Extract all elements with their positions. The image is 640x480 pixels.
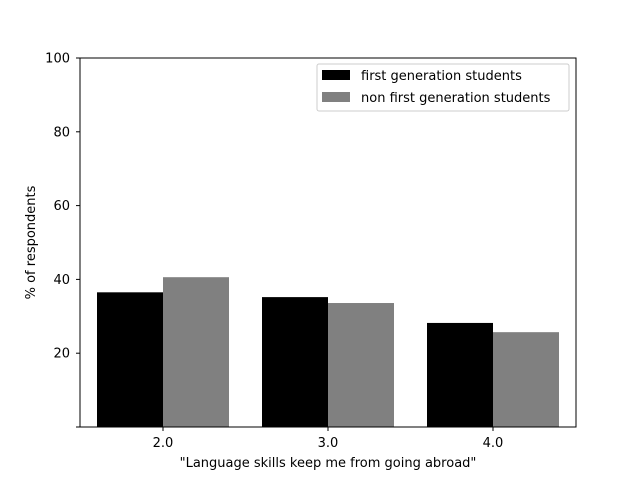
bar-first-generation-3.0 [262,297,328,427]
x-tick-label-4.0: 4.0 [483,436,504,451]
y-axis: 20 40 60 80 100 [45,52,80,428]
x-axis-label: "Language skills keep me from going abro… [180,456,477,471]
legend-label-first-generation: first generation students [361,69,522,84]
y-tick-label-100: 100 [45,52,70,67]
y-tick-label-20: 20 [53,347,70,362]
legend-swatch-non-first-generation [322,92,350,102]
bar-non-first-generation-3.0 [328,303,394,427]
bar-first-generation-4.0 [427,322,493,427]
bar-first-generation-2.0 [97,292,163,427]
bar-non-first-generation-2.0 [163,277,229,427]
y-tick-label-40: 40 [53,273,70,288]
bars-group [97,277,559,427]
legend: first generation students non first gene… [316,63,570,112]
y-tick-label-60: 60 [53,199,70,214]
x-tick-label-3.0: 3.0 [318,436,339,451]
y-axis-label: % of respondents [24,185,39,299]
bar-non-first-generation-4.0 [493,332,559,427]
legend-swatch-first-generation [322,70,350,80]
legend-box [316,63,570,112]
legend-label-non-first-generation: non first generation students [361,91,551,106]
x-axis: 2.0 3.0 4.0 [153,427,504,451]
x-tick-label-2.0: 2.0 [153,436,174,451]
y-tick-label-80: 80 [53,125,70,140]
